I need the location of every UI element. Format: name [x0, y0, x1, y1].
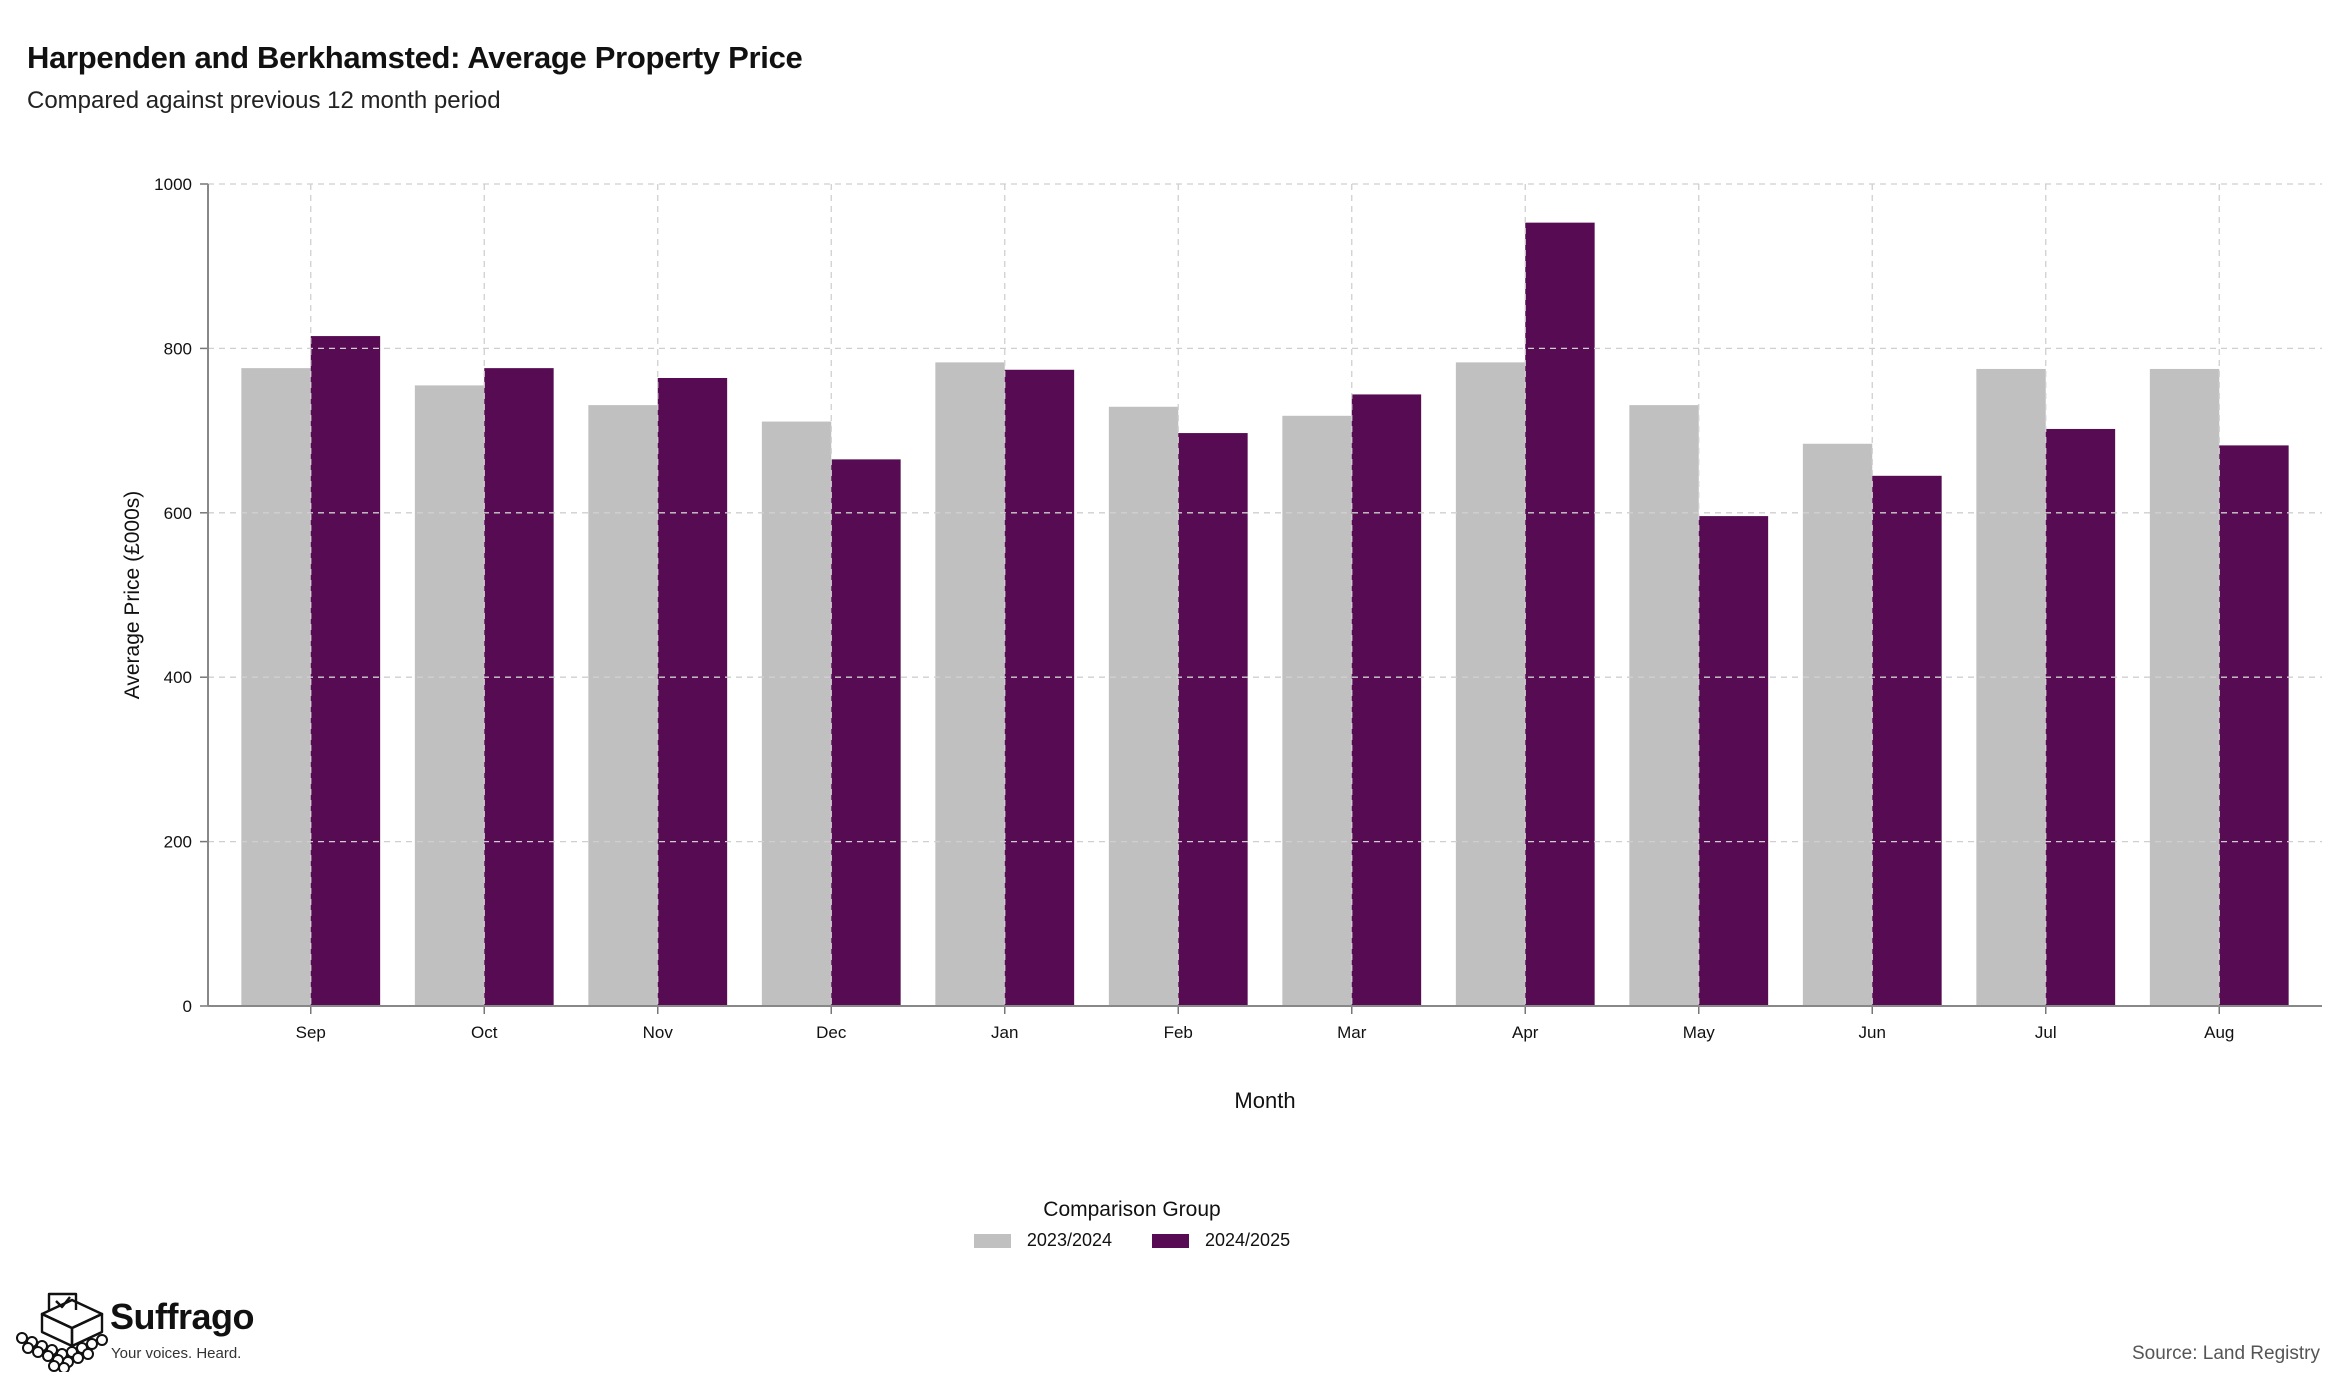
legend-item-2024-2025: 2024/2025	[1152, 1230, 1290, 1251]
x-tick-label-may: May	[1683, 1023, 1716, 1042]
legend-items: 2023/2024 2024/2025	[0, 1230, 2334, 1251]
y-tick-label: 800	[164, 339, 192, 358]
brand-tagline: Your voices. Heard.	[111, 1345, 242, 1362]
bar-jul-2023-2024	[1976, 368, 2046, 1006]
bar-jun-2023-2024	[1802, 443, 1873, 1006]
legend-title: Comparison Group	[1043, 1198, 1221, 1221]
x-tick-label-mar: Mar	[1337, 1023, 1367, 1042]
legend-item-2023-2024: 2023/2024	[973, 1230, 1112, 1251]
ballot-box-logo-icon	[16, 1292, 108, 1372]
chart-title: Harpenden and Berkhamsted: Average Prope…	[27, 40, 803, 75]
bar-jun-2024-2025	[1872, 475, 1942, 1006]
bar-oct-2024-2025	[484, 368, 554, 1006]
x-tick-label-dec: Dec	[816, 1023, 847, 1042]
legend-swatch-2023-2024	[973, 1233, 1011, 1248]
bar-chart: 0 200 400 600 800 1000 Sep Oct Nov Dec Jan Feb Mar Ap…	[121, 175, 2322, 1113]
source-note: Source: Land Registry	[2132, 1343, 2320, 1364]
y-tick-label: 1000	[154, 175, 192, 194]
bar-nov-2024-2025	[657, 377, 728, 1006]
y-tick-label: 600	[164, 504, 192, 523]
bar-jan-2024-2025	[1004, 369, 1075, 1007]
y-tick-label: 0	[183, 997, 192, 1016]
bar-may-2024-2025	[1698, 516, 1769, 1006]
chart-subtitle: Compared against previous 12 month perio…	[27, 87, 501, 114]
x-axis-label: Month	[1234, 1088, 1295, 1113]
bar-nov-2023-2024	[588, 405, 658, 1006]
bar-apr-2023-2024	[1455, 362, 1526, 1006]
bar-dec-2023-2024	[761, 421, 832, 1007]
x-tick-label-feb: Feb	[1164, 1023, 1193, 1042]
x-tick-label-aug: Aug	[2204, 1023, 2234, 1042]
x-tick-label-sep: Sep	[296, 1023, 326, 1042]
x-tick-label-nov: Nov	[643, 1023, 674, 1042]
legend: Comparison Group 2023/2024 2024/2025	[0, 1198, 2334, 1251]
x-tick-label-oct: Oct	[471, 1023, 498, 1042]
bar-apr-2024-2025	[1525, 222, 1595, 1006]
y-axis-label: Average Price (£000s)	[121, 491, 144, 700]
bar-sep-2023-2024	[241, 368, 311, 1006]
x-tick-label-jun: Jun	[1859, 1023, 1886, 1042]
bar-oct-2023-2024	[414, 385, 485, 1006]
bar-may-2023-2024	[1629, 405, 1699, 1006]
bar-mar-2024-2025	[1351, 394, 1422, 1006]
bar-feb-2024-2025	[1178, 433, 1248, 1006]
bar-aug-2024-2025	[2219, 445, 2289, 1006]
legend-label-2023-2024: 2023/2024	[1026, 1230, 1112, 1250]
bar-aug-2023-2024	[2149, 368, 2220, 1006]
x-tick-label-apr: Apr	[1512, 1023, 1539, 1042]
x-tick-label-jul: Jul	[2035, 1023, 2057, 1042]
bar-jul-2024-2025	[2045, 428, 2116, 1006]
bar-jan-2023-2024	[935, 362, 1005, 1006]
y-tick-label: 400	[164, 668, 192, 687]
legend-swatch-2024-2025	[1152, 1233, 1189, 1248]
bar-mar-2023-2024	[1282, 415, 1352, 1007]
bar-sep-2024-2025	[310, 336, 381, 1006]
bar-feb-2023-2024	[1108, 406, 1179, 1007]
legend-label-2024-2025: 2024/2025	[1205, 1230, 1291, 1250]
y-tick-label: 200	[164, 833, 192, 852]
bar-dec-2024-2025	[831, 459, 901, 1006]
brand-name: Suffrago	[110, 1296, 255, 1337]
x-tick-label-jan: Jan	[991, 1023, 1018, 1042]
